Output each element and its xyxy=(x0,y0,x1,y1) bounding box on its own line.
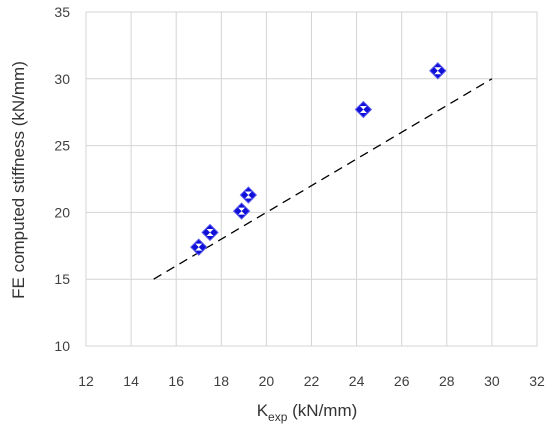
x-axis-title: Kexp (kN/mm) xyxy=(257,401,358,424)
data-point-highlight xyxy=(238,207,246,212)
x-axis-title-base: K xyxy=(257,401,269,420)
data-point xyxy=(429,62,447,80)
y-tick-labels: 10 15 20 25 30 35 xyxy=(54,4,70,354)
y-tick-label: 35 xyxy=(54,4,70,20)
x-tick-label: 18 xyxy=(214,373,230,389)
data-point xyxy=(232,202,251,220)
x-tick-label: 26 xyxy=(394,373,410,389)
data-point-highlight xyxy=(195,243,203,248)
x-tick-labels: 12 14 16 18 20 22 24 26 28 30 32 xyxy=(78,373,545,389)
data-point xyxy=(239,186,258,204)
x-tick-label: 14 xyxy=(123,373,139,389)
reference-line xyxy=(153,78,493,280)
x-tick-label: 16 xyxy=(168,373,184,389)
y-tick-label: 25 xyxy=(54,138,70,154)
x-axis-title-suffix: (kN/mm) xyxy=(287,401,357,420)
data-point-highlight xyxy=(206,232,214,236)
data-point-highlight xyxy=(206,228,214,233)
y-tick-label: 10 xyxy=(54,338,70,354)
x-tick-label: 24 xyxy=(349,373,365,389)
data-point xyxy=(354,100,373,119)
x-tick-label: 20 xyxy=(259,373,275,389)
data-point-highlight xyxy=(434,70,442,75)
x-tick-label: 30 xyxy=(484,373,500,389)
x-axis-title-subscript: exp xyxy=(268,410,288,424)
data-point-diamond xyxy=(239,186,258,204)
x-tick-label: 28 xyxy=(439,373,455,389)
x-tick-label: 12 xyxy=(78,373,94,389)
x-tick-label: 22 xyxy=(304,373,320,389)
data-point-highlight xyxy=(195,247,203,251)
data-point xyxy=(201,223,219,242)
y-tick-label: 15 xyxy=(54,271,70,287)
data-markers xyxy=(190,62,447,256)
data-point-highlight xyxy=(244,191,252,196)
y-axis-title: FE computed stiffness (kN/mm) xyxy=(9,61,28,299)
data-point-highlight xyxy=(238,211,246,215)
data-point-highlight xyxy=(359,106,367,110)
y-tick-label: 30 xyxy=(54,71,70,87)
data-point-highlight xyxy=(244,195,252,199)
data-point xyxy=(190,238,208,256)
x-tick-label: 32 xyxy=(529,373,545,389)
y-tick-label: 20 xyxy=(54,204,70,220)
reference-line-group xyxy=(153,78,493,280)
plot-area-border xyxy=(85,11,538,347)
data-point-highlight xyxy=(434,67,442,71)
data-point-highlight xyxy=(359,109,367,114)
